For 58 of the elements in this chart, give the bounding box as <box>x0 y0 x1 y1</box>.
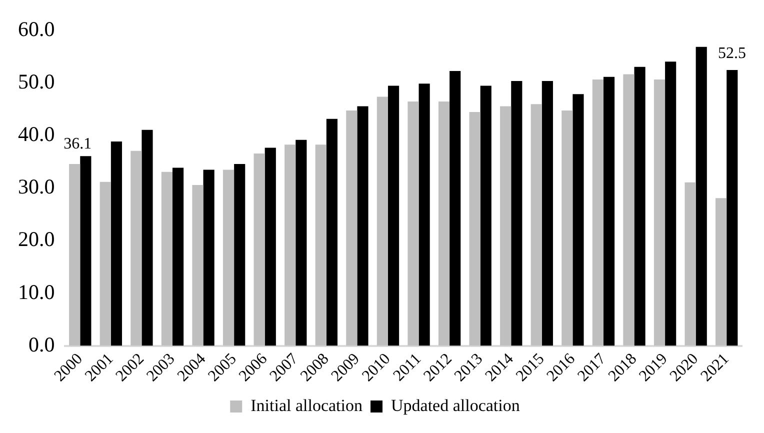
bar <box>654 79 666 346</box>
bar <box>530 104 542 346</box>
x-tick-label: 2001 <box>82 350 117 386</box>
bar <box>80 156 92 346</box>
bar <box>161 172 172 346</box>
bar <box>234 164 246 346</box>
bar <box>684 182 696 346</box>
x-tick-label: 2011 <box>390 350 425 385</box>
y-tick-label: 60.0 <box>18 17 55 42</box>
legend-label: Initial allocation <box>250 396 364 415</box>
bar <box>438 102 450 346</box>
bar <box>110 141 122 346</box>
data-label: 36.1 <box>64 135 92 152</box>
bar <box>69 164 80 346</box>
bar <box>572 94 584 346</box>
bar <box>542 81 553 346</box>
y-tick-label: 10.0 <box>18 280 55 304</box>
bar <box>254 154 265 346</box>
bar <box>592 79 604 346</box>
bar <box>562 110 573 346</box>
bar <box>142 130 153 346</box>
bar <box>696 46 707 346</box>
bar <box>716 198 727 346</box>
legend-label: Updated allocation <box>391 396 520 415</box>
bar <box>480 86 492 346</box>
bar <box>222 170 234 346</box>
bar <box>450 71 461 346</box>
bar <box>500 106 512 346</box>
bar <box>100 182 111 346</box>
bar <box>130 150 142 346</box>
bar <box>326 118 338 346</box>
bar <box>315 144 326 346</box>
bar <box>469 112 480 346</box>
y-tick-label: 0.0 <box>28 332 55 356</box>
bar <box>357 106 368 346</box>
bar <box>296 140 307 346</box>
bar <box>376 96 388 346</box>
y-tick-label: 50.0 <box>18 70 55 94</box>
bar <box>172 168 184 346</box>
bar <box>418 84 430 346</box>
y-tick-label: 40.0 <box>18 122 55 146</box>
bar <box>511 81 522 346</box>
bar <box>665 62 676 346</box>
bar <box>264 148 276 346</box>
bar <box>203 170 214 346</box>
bar <box>726 70 738 346</box>
bar <box>284 144 296 346</box>
bar <box>603 76 615 346</box>
bar <box>408 102 419 346</box>
x-tick-label: 2021 <box>698 350 732 386</box>
bar <box>634 66 646 346</box>
data-label: 52.5 <box>718 45 746 62</box>
bar <box>623 74 634 346</box>
bar <box>192 185 204 346</box>
bar <box>346 110 358 346</box>
y-tick-label: 30.0 <box>18 174 55 199</box>
y-tick-label: 20.0 <box>18 227 55 252</box>
bar <box>388 86 400 346</box>
